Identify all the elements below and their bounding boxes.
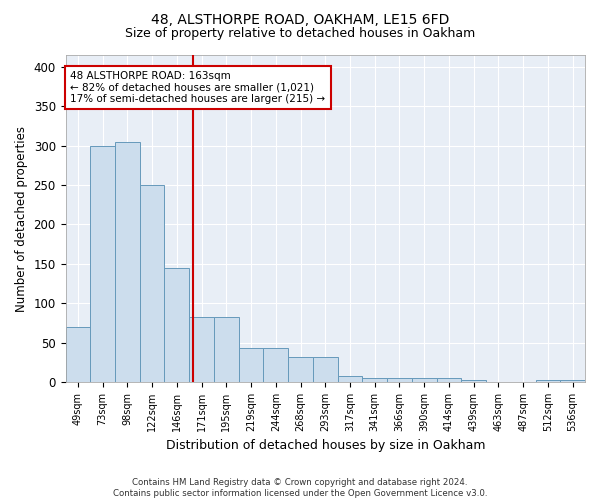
Text: Contains HM Land Registry data © Crown copyright and database right 2024.
Contai: Contains HM Land Registry data © Crown c… bbox=[113, 478, 487, 498]
Bar bbox=[362, 378, 387, 382]
Bar bbox=[164, 268, 189, 382]
Text: Size of property relative to detached houses in Oakham: Size of property relative to detached ho… bbox=[125, 28, 475, 40]
Bar bbox=[214, 316, 239, 382]
Bar bbox=[536, 380, 560, 382]
Bar bbox=[412, 378, 437, 382]
Text: 48 ALSTHORPE ROAD: 163sqm
← 82% of detached houses are smaller (1,021)
17% of se: 48 ALSTHORPE ROAD: 163sqm ← 82% of detac… bbox=[70, 71, 326, 104]
Bar bbox=[560, 380, 585, 382]
Bar bbox=[140, 185, 164, 382]
Bar bbox=[387, 378, 412, 382]
Bar bbox=[189, 316, 214, 382]
Bar bbox=[313, 357, 338, 382]
Bar bbox=[239, 348, 263, 382]
Bar bbox=[461, 380, 486, 382]
Bar bbox=[338, 376, 362, 382]
Bar bbox=[263, 348, 288, 382]
Bar bbox=[90, 146, 115, 382]
Bar bbox=[288, 357, 313, 382]
Bar bbox=[115, 142, 140, 382]
Y-axis label: Number of detached properties: Number of detached properties bbox=[15, 126, 28, 312]
X-axis label: Distribution of detached houses by size in Oakham: Distribution of detached houses by size … bbox=[166, 440, 485, 452]
Bar bbox=[65, 327, 90, 382]
Text: 48, ALSTHORPE ROAD, OAKHAM, LE15 6FD: 48, ALSTHORPE ROAD, OAKHAM, LE15 6FD bbox=[151, 12, 449, 26]
Bar bbox=[437, 378, 461, 382]
